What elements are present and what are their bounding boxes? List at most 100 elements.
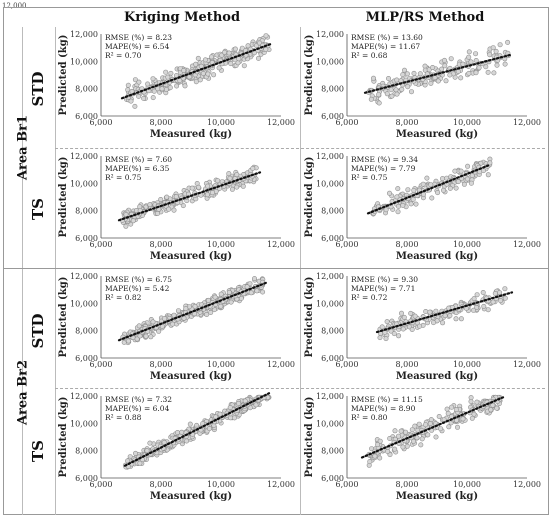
x-tick-label: 6,000 (90, 360, 113, 369)
y-tick-label: 6,000 (75, 234, 98, 243)
data-point (137, 333, 143, 339)
data-point (488, 407, 494, 413)
data-point (447, 185, 453, 191)
data-point (148, 334, 154, 340)
data-point (411, 70, 417, 76)
data-point (419, 436, 425, 442)
scatter-chart-br1-std-mlp: 6,000 8,000 10,000 12,000 6,000 8,000 10,000 12… (304, 30, 541, 140)
data-point (400, 72, 406, 78)
data-point (226, 289, 232, 295)
data-point (396, 333, 402, 339)
data-point (473, 51, 479, 57)
x-axis-label: Measured (kg) (396, 251, 478, 262)
x-tick-label: 10,000 (207, 480, 235, 489)
data-point (156, 328, 162, 334)
data-point (132, 77, 138, 83)
data-point (405, 84, 411, 90)
data-point (123, 211, 129, 217)
stat-annotation: RMSE (%) = 6.75 (105, 275, 172, 284)
data-point (228, 299, 234, 305)
data-point (189, 185, 195, 191)
y-axis-label: Predicted (kg) (304, 157, 315, 238)
data-point (163, 69, 169, 75)
data-point (430, 64, 436, 70)
data-point (128, 98, 134, 104)
data-point (505, 39, 511, 45)
x-tick-label: 10,000 (453, 480, 481, 489)
data-point (192, 311, 198, 317)
y-tick-label: 6,000 (75, 354, 98, 363)
data-point (143, 333, 149, 339)
data-point (228, 61, 234, 67)
data-point (204, 192, 210, 198)
data-point (215, 178, 221, 184)
data-point (466, 49, 472, 55)
data-point (263, 33, 269, 39)
y-tick-label: 10,000 (316, 179, 344, 188)
data-point (385, 448, 391, 454)
data-point (417, 71, 423, 77)
data-point (428, 182, 434, 188)
data-point (377, 335, 383, 341)
data-point (387, 190, 393, 196)
row-separator-1 (55, 148, 545, 149)
data-point (443, 78, 449, 84)
data-point (410, 196, 416, 202)
data-point (211, 72, 217, 78)
data-point (412, 423, 418, 429)
data-point (427, 309, 433, 315)
stat-annotation: RMSE (%) = 9.34 (351, 155, 418, 164)
data-point (219, 52, 225, 58)
data-point (133, 450, 139, 456)
row-label-br1-ts: TS (29, 198, 47, 220)
data-point (433, 434, 439, 440)
data-point (442, 313, 448, 319)
data-point (491, 70, 497, 76)
data-point (395, 186, 401, 192)
x-tick-label: 12,000 (513, 360, 541, 369)
data-point (232, 46, 238, 52)
stat-annotation: R² = 0.75 (105, 173, 142, 182)
data-point (132, 103, 138, 109)
figure-frame (3, 7, 549, 515)
data-point (376, 100, 382, 106)
data-point (195, 55, 201, 61)
data-point (155, 86, 161, 92)
stat-annotation: R² = 0.88 (105, 413, 142, 422)
data-point (145, 81, 151, 87)
row-separator-2 (55, 388, 545, 389)
data-point (388, 328, 394, 334)
data-point (411, 438, 417, 444)
data-point (377, 455, 383, 461)
data-point (449, 404, 455, 410)
data-point (466, 54, 472, 60)
y-axis-label: Predicted (kg) (58, 397, 69, 478)
data-point (423, 422, 429, 428)
data-point (164, 194, 170, 200)
y-axis-label: Predicted (kg) (304, 277, 315, 358)
x-tick-label: 12,000 (513, 240, 541, 249)
data-point (485, 172, 491, 178)
data-point (468, 180, 474, 186)
x-axis-label: Measured (kg) (150, 251, 232, 262)
data-point (209, 54, 215, 60)
y-tick-label: 10,000 (316, 57, 344, 66)
data-point (367, 459, 373, 465)
data-point (474, 399, 480, 405)
data-point (490, 299, 496, 305)
scatter-chart-br1-std-kriging: 6,000 8,000 10,000 12,000 6,000 8,000 10,000 12… (58, 30, 295, 140)
data-point (411, 187, 417, 193)
data-point (384, 91, 390, 97)
stat-annotation: RMSE (%) = 9.30 (351, 275, 418, 284)
stat-annotation: RMSE (%) = 7.32 (105, 395, 172, 404)
data-point (497, 290, 503, 296)
x-tick-label: 10,000 (207, 240, 235, 249)
data-point (244, 284, 250, 290)
y-tick-label: 6,000 (75, 474, 98, 483)
data-point (184, 438, 190, 444)
data-point (136, 323, 142, 329)
data-point (125, 87, 131, 93)
data-point (210, 190, 216, 196)
data-point (163, 86, 169, 92)
data-point (394, 194, 400, 200)
